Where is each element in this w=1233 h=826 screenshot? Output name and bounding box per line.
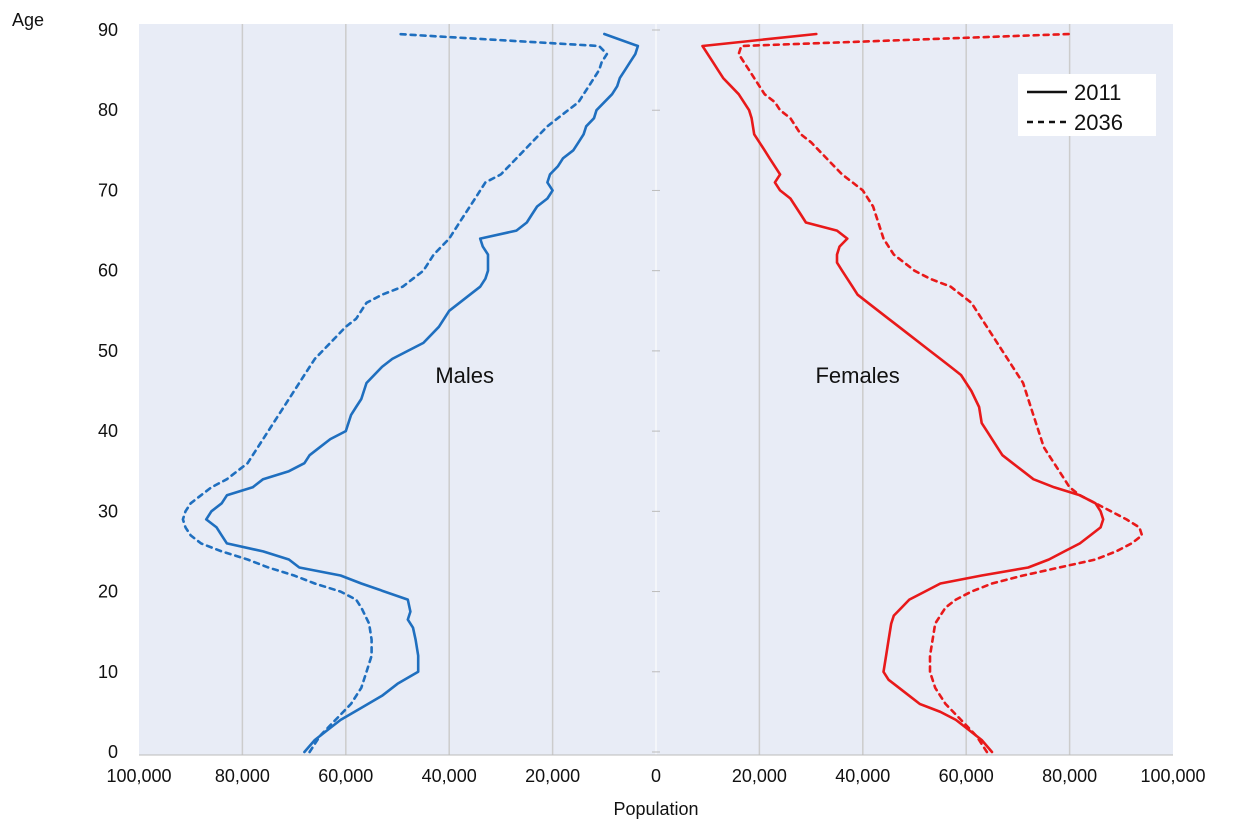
series-males-2036 bbox=[181, 32, 609, 754]
x-tick-label-8: 60,000 bbox=[939, 766, 994, 786]
y-tick-label-3: 30 bbox=[98, 501, 118, 521]
legend: 2011 2036 bbox=[1018, 74, 1156, 136]
series-lines bbox=[181, 32, 1144, 754]
y-tick-label-4: 40 bbox=[98, 421, 118, 441]
legend-label-2036: 2036 bbox=[1074, 110, 1123, 135]
y-tick-label-9: 90 bbox=[98, 20, 118, 40]
annotation-females: Females bbox=[815, 363, 899, 388]
x-tick-label-2: 60,000 bbox=[318, 766, 373, 786]
x-tick-label-0: 100,000 bbox=[106, 766, 171, 786]
x-tick-label-4: 20,000 bbox=[525, 766, 580, 786]
y-tick-label-7: 70 bbox=[98, 180, 118, 200]
x-tick-labels: 100,000 80,000 60,000 40,000 20,000 0 20,000 40… bbox=[106, 766, 1205, 786]
gridlines bbox=[139, 24, 1173, 756]
x-axis-title: Population bbox=[613, 799, 698, 819]
x-tick-label-9: 80,000 bbox=[1042, 766, 1097, 786]
y-tick-label-8: 80 bbox=[98, 100, 118, 120]
y-tick-label-6: 60 bbox=[98, 261, 118, 281]
x-tick-label-3: 40,000 bbox=[422, 766, 477, 786]
series-males-2011 bbox=[204, 32, 640, 754]
annotation-males: Males bbox=[435, 363, 494, 388]
y-tick-label-5: 50 bbox=[98, 341, 118, 361]
legend-box bbox=[1018, 74, 1156, 136]
y-tick-label-1: 10 bbox=[98, 662, 118, 682]
x-tick-label-1: 80,000 bbox=[215, 766, 270, 786]
x-tick-label-10: 100,000 bbox=[1140, 766, 1205, 786]
legend-label-2011: 2011 bbox=[1074, 80, 1121, 105]
series-females-2011 bbox=[701, 32, 1105, 754]
y-tick-label-2: 20 bbox=[98, 582, 118, 602]
series-females-2036 bbox=[737, 32, 1144, 754]
x-tick-label-5: 0 bbox=[651, 766, 661, 786]
x-tick-label-6: 20,000 bbox=[732, 766, 787, 786]
y-axis-title: Age bbox=[12, 10, 44, 30]
y-tick-labels: 0 10 20 30 40 50 60 70 80 90 bbox=[98, 20, 118, 762]
y-tick-label-0: 0 bbox=[108, 742, 118, 762]
x-tick-label-7: 40,000 bbox=[835, 766, 890, 786]
